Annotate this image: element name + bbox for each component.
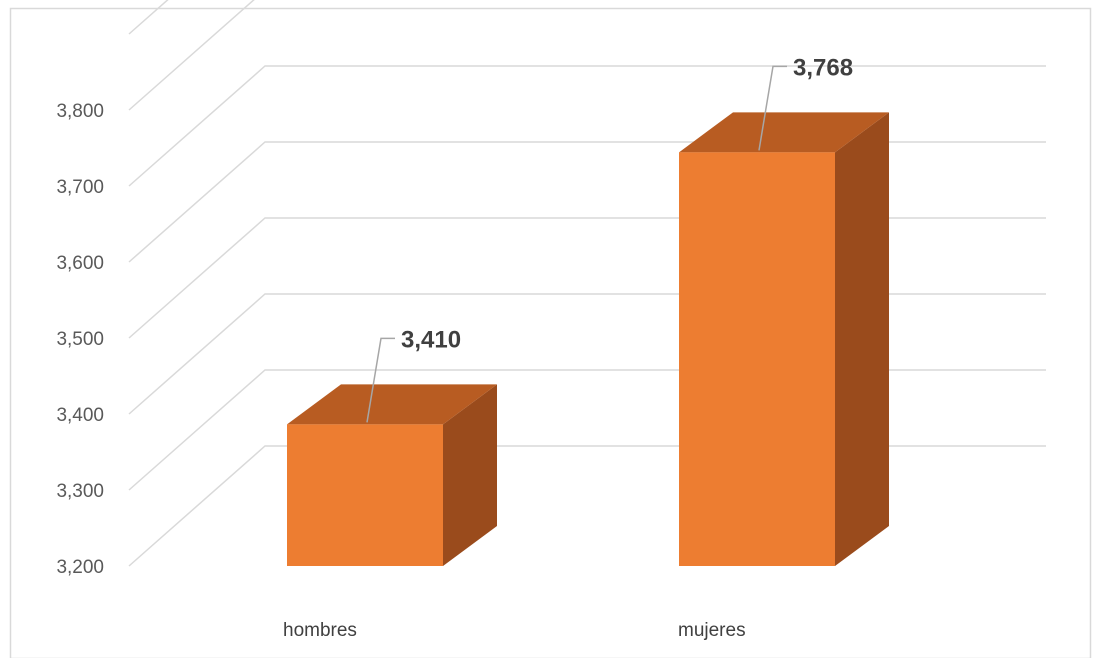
bar-front-face [679,152,835,566]
y-tick-label: 3,500 [56,329,104,350]
y-tick-label: 3,400 [56,405,104,426]
gridline [128,293,1046,415]
bars [287,112,889,566]
bar-side-face [835,112,889,566]
y-tick-label: 3,300 [56,481,104,502]
data-label: 3,410 [401,326,461,353]
x-category-label: hombres [283,620,357,641]
data-labels: 3,410 3,768 [366,54,853,423]
gridline [128,141,1046,263]
leader-line [758,65,787,151]
leader-line [366,337,395,423]
gridline [128,369,1046,491]
y-tick-label: 3,200 [56,557,104,578]
x-category-label: mujeres [678,620,746,641]
bar-hombres [287,384,497,566]
gridline [128,0,255,111]
y-tick-label: 3,600 [56,253,104,274]
gridline [128,217,1046,339]
gridline [128,0,169,35]
data-label: 3,768 [793,54,853,81]
bar-side-face [443,384,497,566]
bar-top-face [679,112,889,153]
bar-top-face [287,384,497,425]
bar-mujeres [679,112,889,566]
bar-front-face [287,424,443,566]
x-axis-categories: hombres mujeres [283,620,746,641]
y-tick-label: 3,700 [56,177,104,198]
chart-border [9,7,1092,660]
gridlines [128,0,1046,567]
gridline [128,445,1046,567]
gridline [128,65,1046,187]
y-axis-ticks: 3,200 3,300 3,400 3,500 3,600 3,700 3,800 [56,101,104,578]
y-tick-label: 3,800 [56,101,104,122]
